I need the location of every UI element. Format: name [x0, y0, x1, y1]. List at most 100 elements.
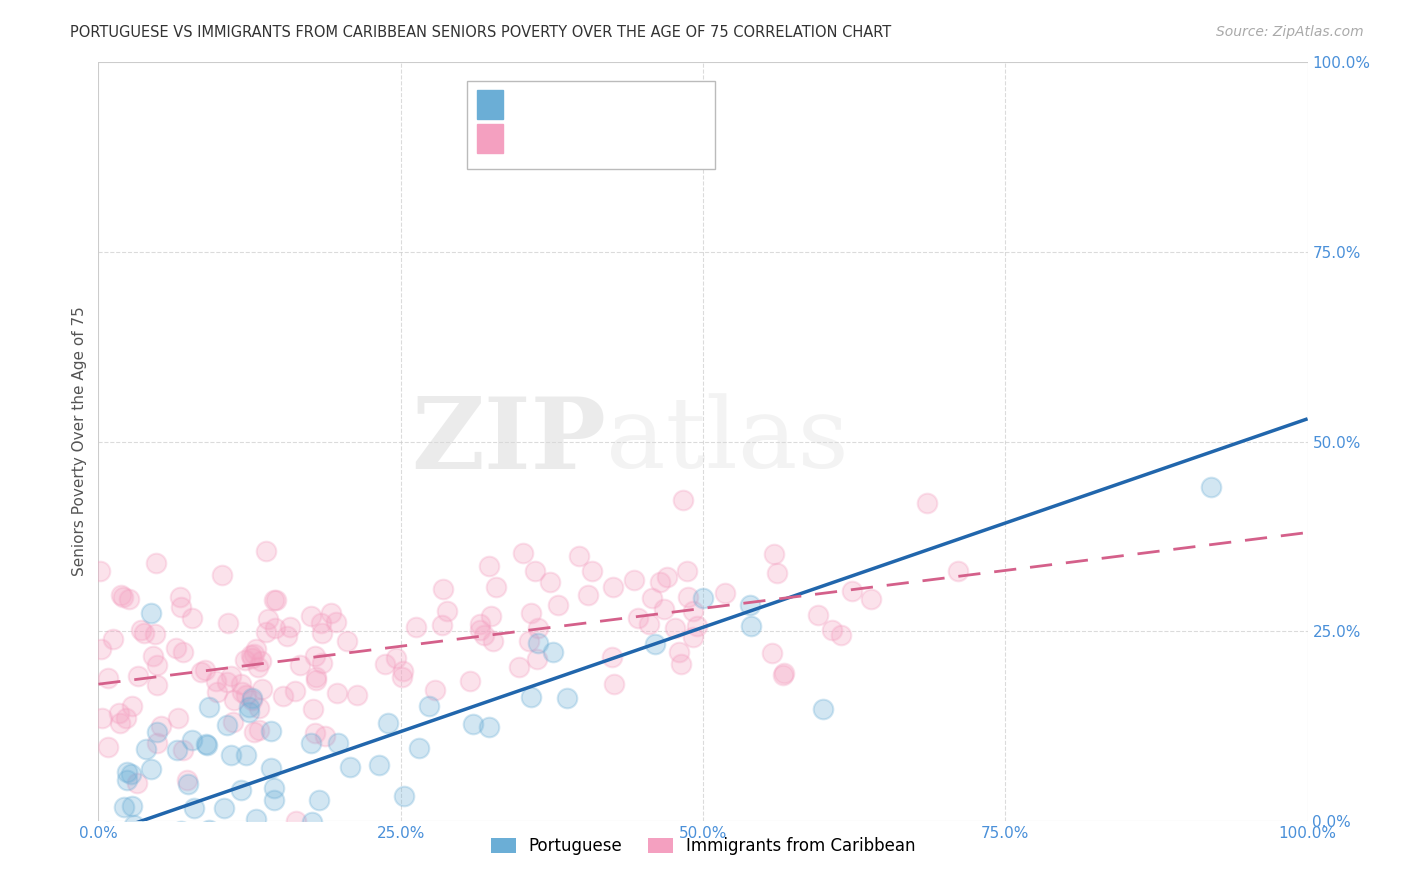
Point [538, 575, 561, 590]
Point [141, 762, 163, 776]
Point [692, 591, 714, 606]
Text: R = 0.526: R = 0.526 [513, 129, 612, 147]
Point [121, 799, 143, 814]
Point [821, 624, 844, 638]
Point [311, 656, 333, 670]
Point [524, 564, 547, 578]
Point [478, 558, 501, 573]
Point [169, 591, 191, 605]
Point [948, 564, 970, 578]
Point [183, 800, 205, 814]
Point [172, 743, 194, 757]
Point [121, 698, 143, 713]
Point [761, 646, 783, 660]
Point [299, 609, 322, 624]
Point [219, 668, 242, 682]
Point [432, 582, 454, 597]
Point [176, 773, 198, 788]
Point [290, 657, 312, 672]
Point [686, 619, 709, 633]
Point [166, 743, 188, 757]
Point [231, 685, 253, 699]
Point [107, 706, 129, 721]
Point [229, 783, 252, 797]
Point [247, 660, 270, 674]
Point [247, 723, 270, 737]
Point [250, 654, 273, 668]
Point [110, 588, 132, 602]
Point [111, 590, 134, 604]
Point [373, 657, 395, 671]
Point [143, 627, 166, 641]
Point [91, 838, 114, 853]
Point [97, 671, 120, 685]
Point [101, 632, 124, 647]
Point [811, 701, 834, 715]
Point [155, 874, 177, 888]
Point [211, 568, 233, 582]
Point [299, 736, 322, 750]
Point [247, 701, 270, 715]
Point [740, 619, 762, 633]
Point [508, 660, 530, 674]
Point [245, 813, 267, 827]
Point [257, 612, 280, 626]
Point [346, 688, 368, 702]
Point [271, 689, 294, 703]
Point [205, 673, 228, 688]
Point [146, 677, 169, 691]
Point [110, 716, 132, 731]
Point [655, 569, 678, 583]
Point [146, 736, 169, 750]
Point [278, 620, 301, 634]
Point [391, 664, 413, 678]
Point [436, 604, 458, 618]
Point [194, 737, 217, 751]
Point [478, 720, 501, 734]
Point [242, 647, 264, 661]
Point [238, 705, 260, 719]
Point [170, 824, 193, 838]
Point [472, 628, 495, 642]
Point [568, 549, 591, 563]
Point [149, 718, 172, 732]
Point [773, 665, 796, 680]
Point [377, 716, 399, 731]
Legend: Portuguese, Immigrants from Caribbean: Portuguese, Immigrants from Caribbean [484, 830, 922, 862]
Point [263, 793, 285, 807]
Point [648, 575, 671, 590]
Point [468, 617, 491, 632]
Point [600, 649, 623, 664]
Point [309, 615, 332, 630]
Point [219, 747, 242, 762]
Point [254, 624, 277, 639]
Point [326, 735, 349, 749]
Point [644, 637, 666, 651]
Point [112, 799, 135, 814]
Point [581, 565, 603, 579]
Point [485, 580, 508, 594]
Point [668, 645, 690, 659]
Point [142, 872, 165, 887]
Point [807, 608, 830, 623]
Point [284, 683, 307, 698]
Point [637, 616, 659, 631]
Point [132, 625, 155, 640]
Point [263, 781, 285, 796]
Point [308, 792, 330, 806]
Point [91, 711, 114, 725]
Point [254, 543, 277, 558]
Point [243, 724, 266, 739]
Text: N = 145: N = 145 [621, 129, 702, 147]
Point [302, 702, 325, 716]
Point [96, 824, 118, 838]
Point [304, 726, 326, 740]
Point [527, 636, 550, 650]
Text: PORTUGUESE VS IMMIGRANTS FROM CARIBBEAN SENIORS POVERTY OVER THE AGE OF 75 CORRE: PORTUGUESE VS IMMIGRANTS FROM CARIBBEAN … [70, 25, 891, 40]
Point [127, 668, 149, 682]
Point [627, 610, 650, 624]
Point [304, 649, 326, 664]
Point [766, 566, 789, 580]
Point [153, 862, 176, 876]
Point [231, 677, 253, 691]
